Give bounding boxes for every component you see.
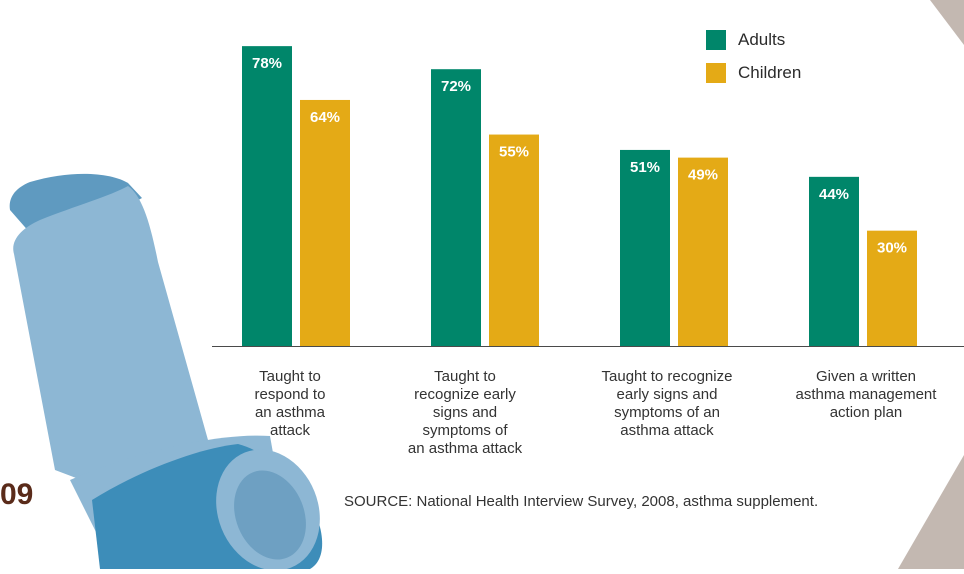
- top-right-corner-shape: [930, 0, 964, 45]
- data-label-children-2: 55%: [499, 144, 529, 161]
- category-label-line: action plan: [829, 404, 903, 421]
- legend-item-adults: Adults: [706, 30, 785, 50]
- category-label-line: Taught to: [259, 368, 321, 385]
- bar-adults-1: [242, 46, 292, 347]
- category-label-4: Given a written asthma management action p…: [776, 368, 956, 422]
- page-number: 09: [0, 478, 34, 511]
- bar-adults-2: [431, 69, 481, 346]
- bar-children-2: [489, 134, 539, 346]
- category-label-1: Taught to respond to an asthma attack: [200, 368, 380, 440]
- category-label-line: asthma attack: [620, 422, 714, 439]
- data-label-children-1: 64%: [310, 109, 340, 126]
- bar-children-1: [300, 99, 350, 346]
- category-label-line: symptoms of an: [614, 404, 720, 421]
- inhaler-icon: [9, 173, 323, 571]
- category-label-line: Taught to recognize: [601, 368, 733, 385]
- legend-label-children: Children: [738, 63, 802, 82]
- bar-adults-3: [620, 149, 670, 346]
- category-label-line: recognize early: [414, 386, 516, 403]
- legend-swatch-children: [706, 63, 726, 83]
- category-label-line: an asthma: [254, 404, 326, 421]
- category-label-line: respond to: [254, 386, 326, 403]
- category-label-line: signs and: [432, 404, 498, 421]
- data-label-children-4: 30%: [877, 240, 907, 257]
- bottom-right-corner-shape: [898, 455, 964, 569]
- category-label-line: attack: [269, 422, 311, 439]
- data-label-adults-2: 72%: [441, 78, 471, 95]
- data-label-adults-4: 44%: [819, 186, 849, 203]
- bar-children-4: [867, 230, 917, 346]
- legend-swatch-adults: [706, 30, 726, 50]
- category-label-line: asthma management: [795, 386, 937, 403]
- category-label-line: early signs and: [616, 386, 718, 403]
- data-label-adults-1: 78%: [252, 55, 282, 72]
- category-label-2: Taught to recognize early signs and symptom…: [375, 368, 555, 458]
- legend-label-adults: Adults: [738, 30, 786, 49]
- bar-children-3: [678, 157, 728, 346]
- data-label-adults-3: 51%: [630, 159, 660, 176]
- category-label-line: symptoms of: [422, 422, 508, 439]
- data-label-children-3: 49%: [688, 167, 718, 184]
- bar-adults-4: [809, 176, 859, 346]
- category-label-line: Taught to: [434, 368, 496, 385]
- legend-item-children: Children: [706, 63, 801, 83]
- category-label-3: Taught to recognize early signs and sympto…: [577, 368, 757, 440]
- source-note: SOURCE: National Health Interview Survey…: [344, 493, 819, 510]
- category-label-line: Given a written: [815, 368, 917, 385]
- category-label-line: an asthma attack: [407, 440, 523, 457]
